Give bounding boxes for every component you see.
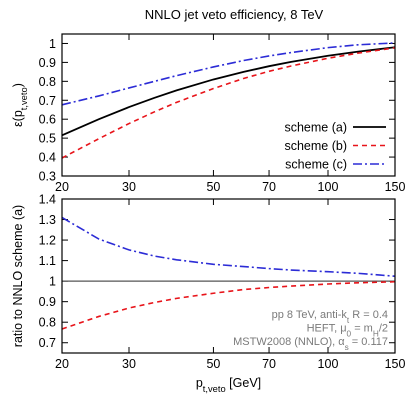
legend-label: scheme (b) xyxy=(284,139,347,153)
y-tick-label: 0.7 xyxy=(39,336,56,350)
x-tick-label: 100 xyxy=(318,180,339,194)
x-tick-label: 100 xyxy=(318,357,339,371)
y-axis-label: ratio to NNLO scheme (a) xyxy=(11,205,25,347)
x-tick-label: 30 xyxy=(122,357,136,371)
y-tick-label: 1 xyxy=(49,275,56,289)
y-axis-label: ε(pt,veto) xyxy=(11,83,29,127)
annotation-text: MSTW2008 (NNLO), αs = 0.117 xyxy=(233,336,388,352)
annotation-text: pp 8 TeV, anti-kt R = 0.4 xyxy=(272,309,388,325)
y-tick-label: 0.9 xyxy=(39,295,56,309)
x-tick-label: 150 xyxy=(385,357,406,371)
ratio-panel: 20 30 50 70 100 150 0.7 0.8 0.9 1 1.1 1.2 1.3 1.4 rati… xyxy=(11,193,405,395)
y-tick-label: 0.9 xyxy=(39,56,56,70)
series-line-1 xyxy=(61,280,396,330)
x-tick-label: 30 xyxy=(122,180,136,194)
efficiency-panel: 20 30 50 70 100 150 0.3 0.4 0.5 0.6 0.7 0.8 0.9 1 ε(pt… xyxy=(11,33,406,194)
y-tick-label: 0.3 xyxy=(39,170,56,184)
y-tick-label: 0.8 xyxy=(39,316,56,330)
y-tick-label: 1.1 xyxy=(39,254,56,268)
y-tick-label: 0.4 xyxy=(39,151,56,165)
series-line-1 xyxy=(61,46,396,137)
x-tick-label: 70 xyxy=(262,357,276,371)
legend-label: scheme (c) xyxy=(285,158,347,172)
series-line-2 xyxy=(61,216,396,278)
y-tick-label: 1.4 xyxy=(39,193,56,207)
x-tick-label: 20 xyxy=(55,357,69,371)
chart-title: NNLO jet veto efficiency, 8 TeV xyxy=(145,7,324,22)
series-line-3 xyxy=(61,42,396,106)
y-tick-label: 0.8 xyxy=(39,75,56,89)
y-tick-label: 1.3 xyxy=(39,213,56,227)
y-tick-label: 1 xyxy=(49,37,56,51)
y-tick-label: 0.6 xyxy=(39,113,56,127)
x-tick-label: 70 xyxy=(262,180,276,194)
x-tick-label: 20 xyxy=(55,180,69,194)
series-line-2 xyxy=(61,47,396,159)
x-tick-label: 50 xyxy=(206,180,220,194)
x-axis-label: pt,veto [GeV] xyxy=(196,376,261,394)
annotation-text: HEFT, μ0 = mH/2 xyxy=(307,323,388,339)
y-tick-label: 1.2 xyxy=(39,234,56,248)
x-tick-label: 150 xyxy=(385,180,406,194)
plot-frame xyxy=(61,33,396,177)
y-tick-label: 0.5 xyxy=(39,132,56,146)
legend-label: scheme (a) xyxy=(284,121,347,135)
x-tick-label: 50 xyxy=(206,357,220,371)
plot-frame xyxy=(61,198,396,354)
y-tick-label: 0.7 xyxy=(39,94,56,108)
